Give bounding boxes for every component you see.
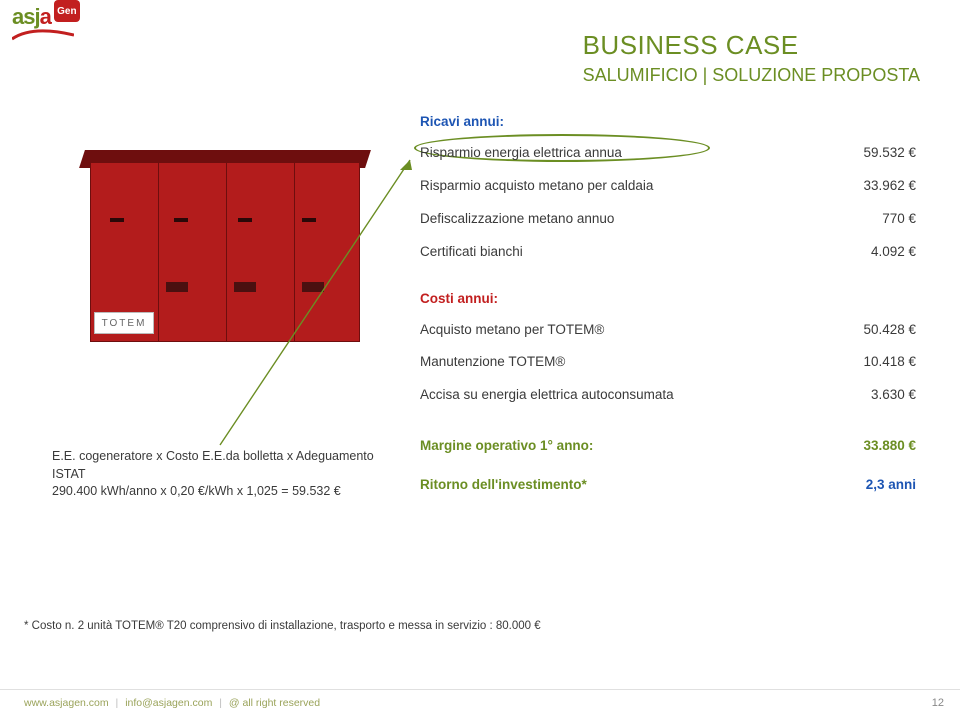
machine-slots	[110, 218, 316, 222]
machine-label: TOTEM	[94, 312, 154, 334]
row-label: Accisa su energia elettrica autoconsumat…	[420, 385, 820, 406]
financial-content: Ricavi annui: Risparmio energia elettric…	[420, 112, 920, 498]
row-value: 3.630 €	[820, 385, 920, 406]
logo-text-left: asj	[12, 4, 40, 29]
footer-rights: @ all right reserved	[229, 697, 320, 709]
row-label: Risparmio energia elettrica annua	[420, 143, 820, 164]
costi-row: Accisa su energia elettrica autoconsumat…	[420, 385, 920, 406]
ricavi-row: Defiscalizzazione metano annuo770 €	[420, 209, 920, 230]
row-value: 50.428 €	[820, 320, 920, 341]
machine-grills	[166, 282, 324, 292]
row-label: Defiscalizzazione metano annuo	[420, 209, 820, 230]
row-value: 33.962 €	[820, 176, 920, 197]
page-title: BUSINESS CASE	[583, 30, 920, 61]
row-value: 770 €	[820, 209, 920, 230]
row-value: 10.418 €	[820, 352, 920, 373]
page-subtitle: SALUMIFICIO | SOLUZIONE PROPOSTA	[583, 65, 920, 86]
ricavi-row: Risparmio energia elettrica annua59.532 …	[420, 143, 920, 164]
ritorno-row: Ritorno dell'investimento* 2,3 anni	[420, 475, 920, 496]
row-value: 59.532 €	[820, 143, 920, 164]
footer-links: www.asjagen.com | info@asjagen.com | @ a…	[24, 697, 320, 709]
margine-row: Margine operativo 1° anno: 33.880 €	[420, 436, 920, 457]
ricavi-heading: Ricavi annui:	[420, 112, 920, 133]
logo-gen-badge: Gen	[54, 0, 80, 22]
costi-row: Manutenzione TOTEM®10.418 €	[420, 352, 920, 373]
brand-logo: asja Gen	[12, 4, 80, 30]
formula-line-1: E.E. cogeneratore x Costo E.E.da bollett…	[52, 448, 402, 483]
logo-text-right: a	[40, 4, 52, 29]
formula-note: E.E. cogeneratore x Costo E.E.da bollett…	[52, 448, 402, 501]
row-label: Risparmio acquisto metano per caldaia	[420, 176, 820, 197]
footer-sep: |	[219, 697, 222, 709]
row-value: 4.092 €	[820, 242, 920, 263]
margine-label: Margine operativo 1° anno:	[420, 436, 820, 457]
totem-machine-illustration: TOTEM	[80, 140, 370, 350]
ritorno-value: 2,3 anni	[820, 475, 920, 496]
costi-heading: Costi annui:	[420, 289, 920, 310]
footer-mail: info@asjagen.com	[125, 697, 212, 709]
formula-line-2: 290.400 kWh/anno x 0,20 €/kWh x 1,025 = …	[52, 483, 402, 501]
title-block: BUSINESS CASE SALUMIFICIO | SOLUZIONE PR…	[583, 30, 920, 86]
footer-site: www.asjagen.com	[24, 697, 109, 709]
cost-footnote: * Costo n. 2 unità TOTEM® T20 comprensiv…	[24, 620, 541, 632]
ricavi-row: Risparmio acquisto metano per caldaia33.…	[420, 176, 920, 197]
footer-bar: www.asjagen.com | info@asjagen.com | @ a…	[0, 689, 960, 715]
logo-text: asja	[12, 4, 52, 30]
row-label: Manutenzione TOTEM®	[420, 352, 820, 373]
row-label: Certificati bianchi	[420, 242, 820, 263]
logo-accent-swoosh	[12, 28, 74, 40]
margine-value: 33.880 €	[820, 436, 920, 457]
footer-sep: |	[116, 697, 119, 709]
ricavi-row: Certificati bianchi4.092 €	[420, 242, 920, 263]
row-label: Acquisto metano per TOTEM®	[420, 320, 820, 341]
page-number: 12	[932, 697, 944, 709]
ritorno-label: Ritorno dell'investimento*	[420, 475, 820, 496]
costi-row: Acquisto metano per TOTEM®50.428 €	[420, 320, 920, 341]
